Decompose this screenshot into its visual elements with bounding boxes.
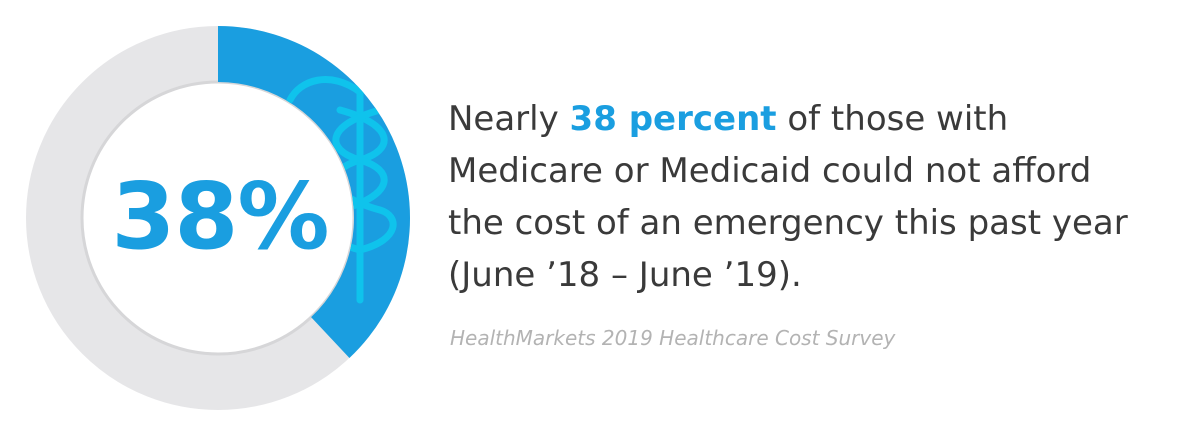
statement-line2: Medicare or Medicaid could not afford — [448, 151, 1092, 191]
statement-text: Nearly 38 percent of those with Medicare … — [448, 93, 1188, 301]
statement-line3: the cost of an emergency this past year — [448, 203, 1128, 243]
statement-line4: (June ’18 – June ’19). — [448, 255, 802, 295]
statement-lead: Nearly — [448, 99, 570, 139]
statement-line1-rest: of those with — [776, 99, 1009, 139]
center-value-label: 38% — [111, 163, 329, 270]
donut-svg — [26, 26, 411, 410]
donut-chart: 38% — [0, 0, 440, 431]
source-citation: HealthMarkets 2019 Healthcare Cost Surve… — [450, 326, 896, 350]
statement-highlight: 38 percent — [569, 99, 777, 139]
